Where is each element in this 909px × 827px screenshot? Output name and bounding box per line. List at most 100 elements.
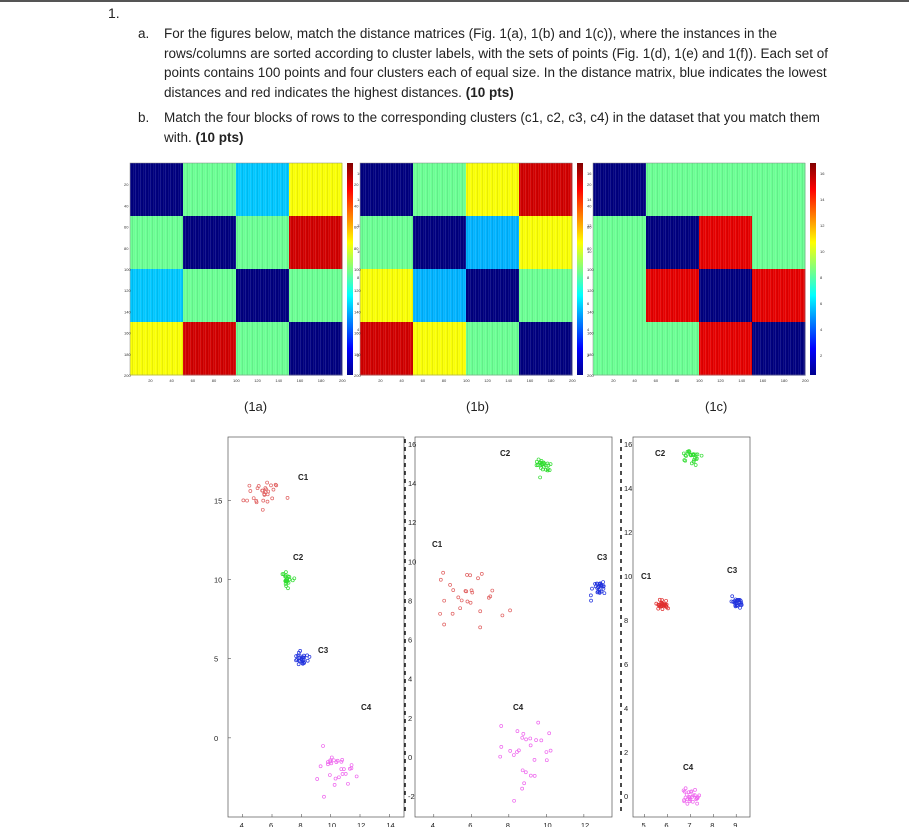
data-point xyxy=(521,732,526,736)
matrix-y-tick: 60 xyxy=(587,225,592,230)
matrix-y-tick: 60 xyxy=(354,225,359,230)
data-point xyxy=(532,758,537,762)
cluster-label: C1 xyxy=(298,473,309,482)
data-point xyxy=(260,488,265,493)
data-point xyxy=(270,496,275,501)
data-point xyxy=(285,576,290,581)
data-point xyxy=(438,577,443,582)
matrix-y-tick: 120 xyxy=(124,288,131,293)
matrix-x-tick: 200 xyxy=(802,378,809,383)
data-point xyxy=(534,463,539,468)
data-point xyxy=(515,729,520,733)
data-point xyxy=(349,763,354,767)
data-point xyxy=(468,573,472,578)
data-point xyxy=(590,586,594,591)
cluster-label: C4 xyxy=(513,703,524,712)
data-point xyxy=(664,604,668,609)
data-point xyxy=(339,759,344,764)
data-point xyxy=(448,583,452,587)
x-tick-label: 14 xyxy=(386,821,394,827)
axis-tick-label: 8 xyxy=(408,596,412,605)
matrix-x-tick: 100 xyxy=(233,378,240,383)
cluster-c4: C4 xyxy=(315,703,372,799)
matrix-y-tick: 180 xyxy=(124,352,131,357)
colorbar-tick: 16 xyxy=(357,171,362,176)
data-point xyxy=(522,781,526,786)
scatter-1e-yaxis: 16 14 12 10 8 6 4 2 0 -2 xyxy=(404,439,416,815)
matrix-y-tick: 200 xyxy=(354,373,361,378)
colorbar-tick: 8 xyxy=(357,275,360,280)
data-point xyxy=(476,576,480,581)
data-point xyxy=(686,790,691,795)
colorbar-tick: 2 xyxy=(820,353,823,358)
data-point xyxy=(545,461,550,466)
data-point xyxy=(326,762,330,767)
data-point xyxy=(302,653,306,658)
data-point xyxy=(695,801,699,806)
data-point xyxy=(536,720,541,725)
data-point xyxy=(332,758,336,763)
caption-1a: (1a) xyxy=(244,399,268,414)
matrix-y-tick: 160 xyxy=(354,331,361,336)
data-point xyxy=(328,759,333,764)
axis-tick-label: 14 xyxy=(408,479,416,488)
matrix-y-tick: 20 xyxy=(124,182,129,187)
axis-tick-label: 10 xyxy=(624,572,632,581)
data-point xyxy=(315,777,320,781)
cluster-c2: C2 xyxy=(655,449,704,467)
data-point xyxy=(539,738,544,743)
data-point xyxy=(340,758,345,762)
data-point xyxy=(687,796,692,801)
matrix-x-tick: 180 xyxy=(318,378,325,383)
data-point xyxy=(348,766,352,771)
data-point xyxy=(255,486,260,491)
data-point xyxy=(534,459,539,464)
data-point xyxy=(688,789,693,794)
data-point xyxy=(441,570,445,575)
data-point xyxy=(283,578,288,583)
matrix-x-tick: 200 xyxy=(569,378,576,383)
scatter-1f-yaxis: 16 14 12 10 8 6 4 2 0 xyxy=(620,439,632,815)
data-point xyxy=(593,581,597,586)
data-point xyxy=(738,605,742,610)
matrix-x-tick: 20 xyxy=(611,378,616,383)
data-point xyxy=(511,753,516,757)
cluster-c3: C3 xyxy=(727,566,744,610)
data-point xyxy=(332,783,337,787)
heatmap-2: 16 14 12 10 8 6 4 2 20 20 40 40 60 60 80 80 100 100 120 120… xyxy=(354,162,592,383)
data-point xyxy=(260,507,265,512)
matrix-x-tick: 40 xyxy=(169,378,174,383)
matrix-x-tick: 200 xyxy=(339,378,346,383)
heatmap-texture xyxy=(360,163,572,375)
cluster-label: C1 xyxy=(641,572,652,581)
data-point xyxy=(459,598,464,603)
data-point xyxy=(269,483,273,488)
part-a-points: (10 pts) xyxy=(465,84,514,100)
data-point xyxy=(248,489,253,493)
cluster-label: C2 xyxy=(500,449,511,458)
plot-frame xyxy=(227,436,405,818)
data-point xyxy=(296,662,301,667)
data-point xyxy=(354,774,359,779)
data-point xyxy=(685,801,690,806)
part-b-points: (10 pts) xyxy=(195,129,244,145)
data-point xyxy=(690,799,695,804)
data-point xyxy=(662,604,666,609)
data-point xyxy=(739,602,744,607)
data-point xyxy=(463,589,468,593)
x-tick-label: 6 xyxy=(664,821,668,827)
matrix-y-tick: 60 xyxy=(124,225,129,230)
axis-tick-label: 0 xyxy=(624,792,628,801)
data-point xyxy=(528,743,533,748)
colorbar-tick: 12 xyxy=(357,223,362,228)
data-point xyxy=(343,772,348,776)
data-point xyxy=(534,738,538,743)
data-point xyxy=(265,480,269,485)
data-point xyxy=(508,749,513,753)
data-point xyxy=(339,767,344,771)
x-tick-label: 12 xyxy=(581,821,589,827)
data-point xyxy=(285,579,290,583)
matrix-x-tick: 120 xyxy=(484,378,491,383)
colorbar-tick: 16 xyxy=(587,171,592,176)
data-point xyxy=(689,452,693,457)
